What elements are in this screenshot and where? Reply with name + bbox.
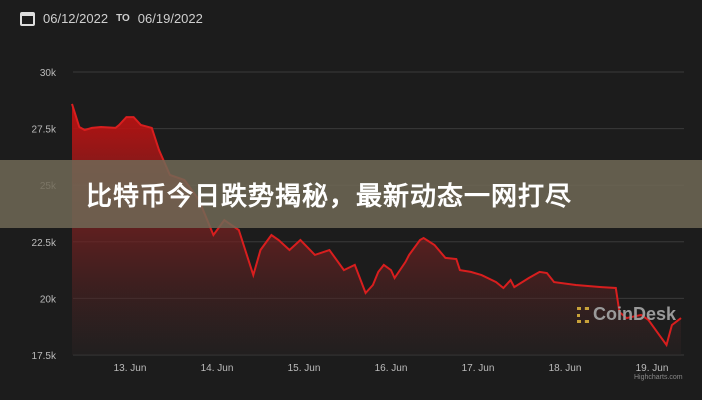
coindesk-logo-icon (577, 306, 589, 323)
price-area (72, 103, 681, 356)
date-range[interactable]: 06/12/2022 TO 06/19/2022 (20, 11, 203, 26)
x-tick-label: 13. Jun (114, 363, 147, 374)
x-tick-label: 14. Jun (201, 363, 234, 374)
to-label: TO (116, 13, 130, 24)
y-tick-label: 22.5k (32, 238, 57, 249)
x-tick-label: 16. Jun (375, 363, 408, 374)
headline-banner: 比特币今日跌势揭秘，最新动态一网打尽 (0, 160, 702, 228)
start-date[interactable]: 06/12/2022 (43, 11, 109, 26)
watermark-text: CoinDesk (593, 304, 677, 324)
headline-title: 比特币今日跌势揭秘，最新动态一网打尽 (86, 182, 573, 212)
y-tick-label: 30k (40, 68, 57, 79)
x-tick-label: 17. Jun (462, 363, 495, 374)
x-tick-label: 18. Jun (549, 363, 582, 374)
price-line (71, 103, 682, 348)
end-date[interactable]: 06/19/2022 (137, 11, 203, 26)
coindesk-watermark: CoinDesk (577, 304, 676, 325)
y-tick-label: 27.5k (32, 125, 57, 136)
x-tick-label: 19. Jun (636, 363, 669, 374)
calendar-icon[interactable] (20, 11, 35, 26)
x-tick-label: 15. Jun (288, 363, 321, 374)
y-tick-label: 20k (40, 294, 57, 305)
y-tick-label: 17.5k (32, 351, 57, 362)
highcharts-credits[interactable]: Highcharts.com (634, 374, 683, 381)
